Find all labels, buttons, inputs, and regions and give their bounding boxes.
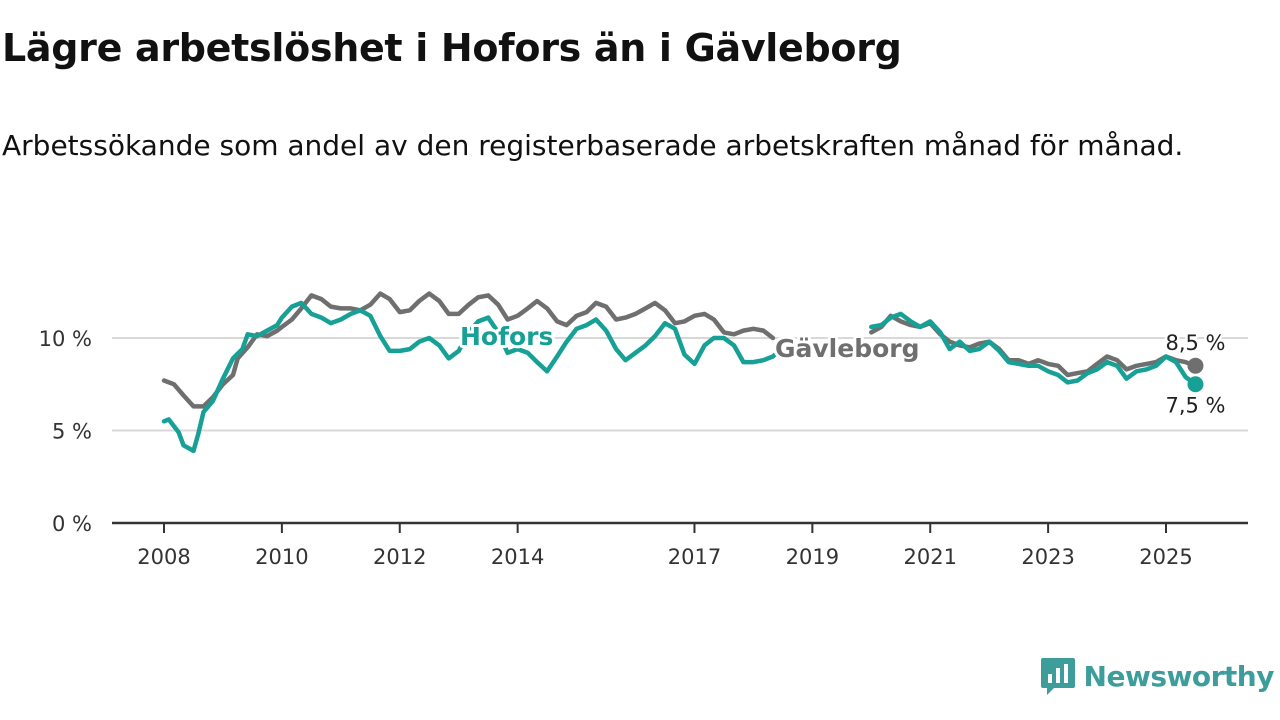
axes: 0 % 5 % 10 % 2008 2010 2012 2014 2017 2019 2021 20… bbox=[39, 327, 1248, 569]
x-tick-label: 2017 bbox=[668, 545, 721, 569]
series-end-label: 8,5 % bbox=[1165, 331, 1225, 355]
chart-title: Lägre arbetslöshet i Hofors än i Gävlebo… bbox=[2, 26, 902, 70]
x-tick-label: 2021 bbox=[904, 545, 957, 569]
series-end-dot bbox=[1187, 357, 1204, 374]
x-tick-label: 2019 bbox=[786, 545, 839, 569]
series-line-gävleborg bbox=[161, 291, 1198, 409]
series-labels: 8,5 % 7,5 % Gävleborg Hofors bbox=[457, 319, 1228, 420]
y-tick-label: 5 % bbox=[52, 420, 92, 444]
gridlines bbox=[112, 337, 1248, 432]
brand-name: Newsworthy bbox=[1083, 659, 1275, 693]
x-tick-label: 2008 bbox=[137, 545, 190, 569]
series-line-hofors bbox=[161, 300, 1198, 454]
series-label-gavleborg: Gävleborg bbox=[775, 334, 920, 363]
x-tick-label: 2012 bbox=[373, 545, 426, 569]
series-label-hofors: Hofors bbox=[460, 322, 553, 351]
chart-subtitle: Arbetssökande som andel av den registerb… bbox=[2, 129, 1184, 162]
x-tick-label: 2025 bbox=[1139, 545, 1192, 569]
y-tick-label: 10 % bbox=[39, 327, 92, 351]
x-tick-label: 2014 bbox=[491, 545, 544, 569]
line-chart: 0 % 5 % 10 % 2008 2010 2012 2014 2017 2019 2021 20… bbox=[39, 291, 1248, 569]
series-end-dot bbox=[1187, 376, 1204, 393]
newsworthy-brand: Newsworthy bbox=[1040, 656, 1275, 696]
x-tick-label: 2010 bbox=[255, 545, 308, 569]
series-end-label: 7,5 % bbox=[1165, 393, 1225, 417]
x-tick-label: 2023 bbox=[1021, 545, 1074, 569]
y-tick-label: 0 % bbox=[52, 512, 92, 536]
series-lines bbox=[161, 291, 1204, 454]
newsworthy-logo-icon bbox=[1040, 658, 1075, 695]
